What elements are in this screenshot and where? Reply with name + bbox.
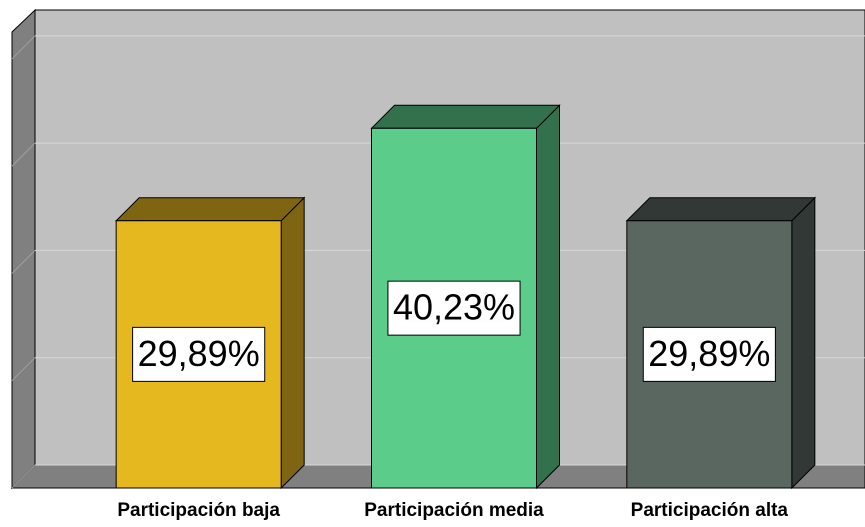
value-label-box [132, 326, 266, 382]
value-label: 29,89% [648, 333, 770, 374]
x-tick-label: Participación media [364, 500, 544, 521]
grid-line-side [11, 464, 36, 489]
value-label: 29,89% [138, 333, 260, 374]
x-tick-label: Participación alta [631, 500, 789, 521]
value-label-box [642, 326, 776, 382]
side-wall [11, 8, 36, 490]
bar-side [791, 196, 816, 490]
grid-line-side [11, 142, 36, 167]
bar-top [114, 197, 306, 222]
value-label: 40,23% [393, 287, 515, 328]
bar-side [280, 196, 305, 490]
bar-side [536, 104, 560, 490]
grid-line-side [11, 357, 36, 382]
bar-top [625, 197, 817, 222]
bar-top [370, 104, 561, 129]
grid-line-side [11, 35, 36, 60]
value-label-box [387, 280, 521, 336]
grid-line-side [11, 250, 36, 274]
x-tick-label: Participación baja [117, 500, 280, 521]
